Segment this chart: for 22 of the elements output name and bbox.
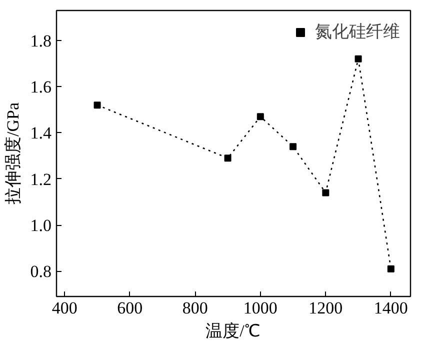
y-tick-label: 1.8 <box>30 31 52 50</box>
point <box>322 189 330 196</box>
x-tick-label: 1200 <box>308 298 343 318</box>
point <box>256 113 264 120</box>
point <box>94 102 101 109</box>
point <box>224 154 232 162</box>
y-tick-label: 1.4 <box>30 124 52 143</box>
y-tick-label: 1.0 <box>30 216 52 235</box>
y-tick-label: 1.6 <box>30 78 52 97</box>
x-tick-label: 1000 <box>243 298 278 318</box>
y-tick-label: 1.2 <box>30 170 52 189</box>
x-axis-title: 温度/℃ <box>206 322 260 340</box>
point <box>387 265 394 272</box>
point <box>354 55 362 62</box>
x-tick-label: 800 <box>182 298 208 318</box>
x-tick-label: 1400 <box>374 298 408 318</box>
x-tick-label: 600 <box>117 298 143 318</box>
x-tick-label: 400 <box>52 298 78 318</box>
legend-label: 氮化硅纤维 <box>315 21 400 43</box>
y-tick-label: 0.8 <box>30 262 52 282</box>
y-axis-title: 拉伸强度/GPa <box>3 102 22 204</box>
point <box>290 143 297 150</box>
